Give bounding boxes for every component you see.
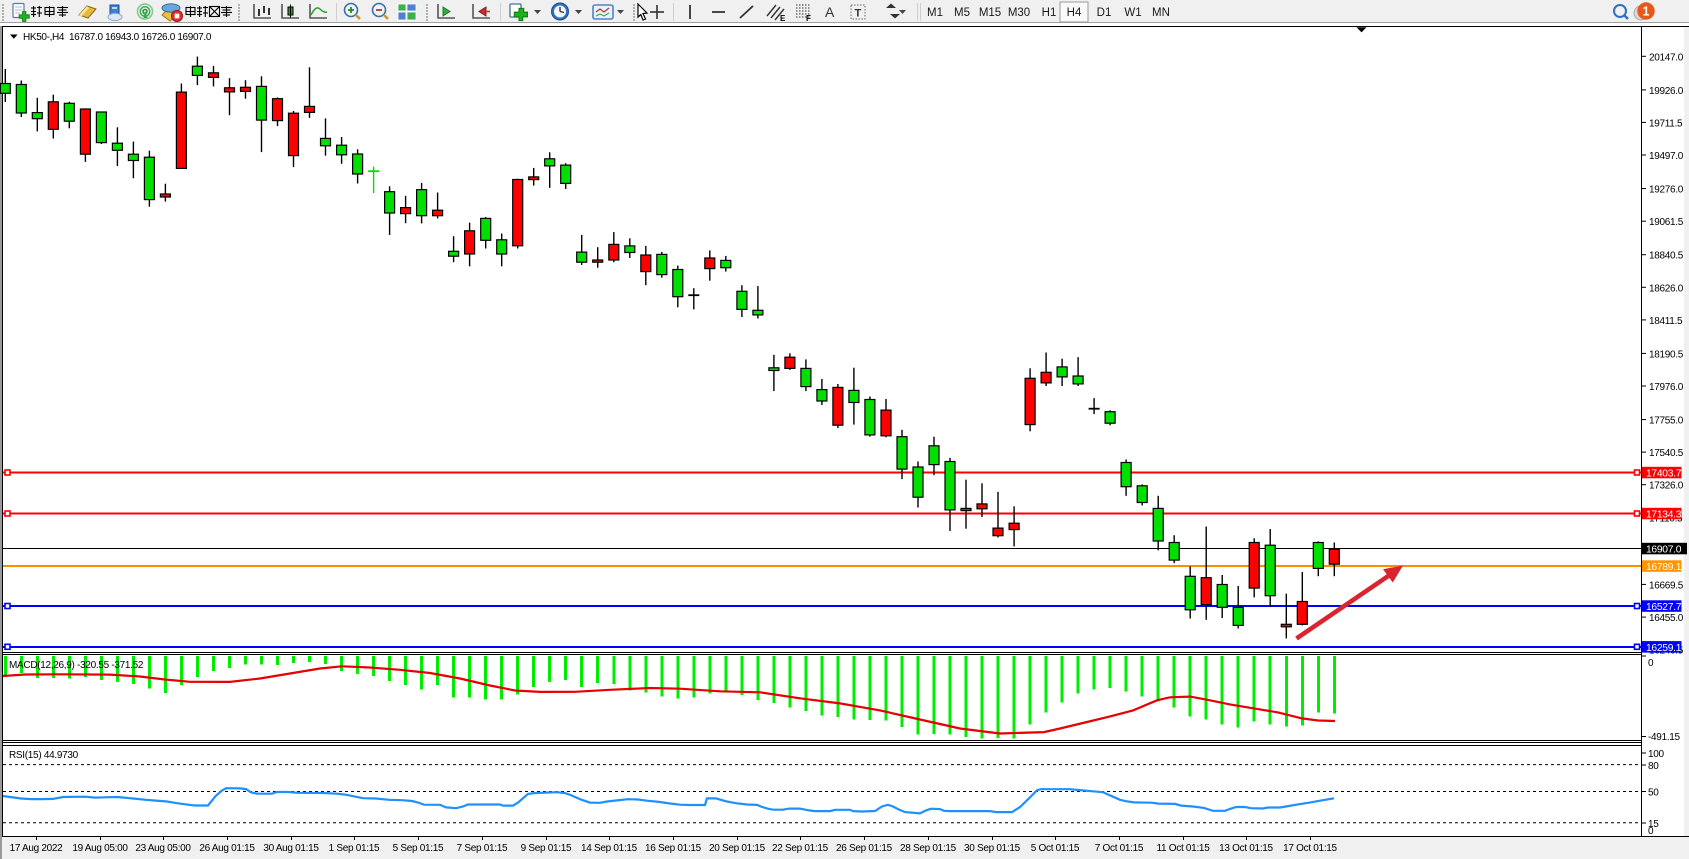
svg-text:80: 80 [1648,761,1659,772]
svg-text:19497.0: 19497.0 [1649,151,1684,162]
svg-text:RSI(15) 44.9730: RSI(15) 44.9730 [9,750,79,761]
svg-text:0: 0 [1648,826,1654,837]
svg-text:17755.0: 17755.0 [1649,416,1684,427]
svg-text:30 Sep 01:15: 30 Sep 01:15 [964,843,1021,854]
svg-text:M15: M15 [979,7,1001,19]
svg-text:17 Aug 2022: 17 Aug 2022 [10,843,64,854]
svg-text:22 Sep 01:15: 22 Sep 01:15 [772,843,829,854]
svg-text:23 Aug 05:00: 23 Aug 05:00 [135,843,191,854]
svg-text:16 Sep 01:15: 16 Sep 01:15 [645,843,702,854]
svg-text:A: A [825,4,835,20]
svg-text:20 Sep 01:15: 20 Sep 01:15 [709,843,766,854]
svg-text:13 Oct 01:15: 13 Oct 01:15 [1219,843,1273,854]
svg-text:HK50-,H4 16787.0 16943.0 1672: HK50-,H4 16787.0 16943.0 16726.0 16907.0 [23,32,212,43]
svg-text:18411.5: 18411.5 [1649,316,1683,327]
svg-text:H4: H4 [1067,7,1082,19]
svg-text:26 Sep 01:15: 26 Sep 01:15 [836,843,893,854]
svg-text:7 Sep 01:15: 7 Sep 01:15 [457,843,508,854]
svg-text:1: 1 [1643,5,1650,19]
svg-text:E: E [780,14,786,23]
svg-text:11 Oct 01:15: 11 Oct 01:15 [1157,843,1211,854]
svg-text:16455.0: 16455.0 [1649,613,1684,624]
svg-text:M30: M30 [1008,7,1030,19]
svg-text:W1: W1 [1124,7,1141,19]
svg-text:15: 15 [1648,819,1659,830]
svg-text:H1: H1 [1042,7,1057,19]
svg-text:18190.5: 18190.5 [1649,349,1684,360]
svg-text:19711.5: 19711.5 [1649,118,1683,129]
svg-text:50: 50 [1648,788,1659,799]
svg-text:26 Aug 01:15: 26 Aug 01:15 [199,843,255,854]
svg-text:18840.5: 18840.5 [1649,251,1684,262]
svg-text:16789.1: 16789.1 [1646,562,1682,573]
svg-text:19276.0: 19276.0 [1649,185,1684,196]
svg-text:19926.0: 19926.0 [1649,86,1684,97]
svg-text:D1: D1 [1097,7,1112,19]
svg-text:30 Aug 01:15: 30 Aug 01:15 [263,843,319,854]
svg-text:100: 100 [1648,749,1665,760]
svg-text:M1: M1 [927,7,943,19]
svg-text:17326.0: 17326.0 [1649,481,1684,492]
svg-text:19061.5: 19061.5 [1649,217,1684,228]
svg-text:18626.0: 18626.0 [1649,283,1684,294]
svg-text:5 Sep 01:15: 5 Sep 01:15 [393,843,444,854]
svg-text:T: T [855,8,862,20]
svg-text:17540.5: 17540.5 [1649,448,1684,459]
svg-text:17134.3: 17134.3 [1646,510,1682,521]
svg-text:28 Sep 01:15: 28 Sep 01:15 [900,843,957,854]
svg-text:9 Sep 01:15: 9 Sep 01:15 [521,843,572,854]
svg-text:17403.7: 17403.7 [1646,469,1682,480]
svg-text:14 Sep 01:15: 14 Sep 01:15 [581,843,638,854]
svg-text:16527.7: 16527.7 [1646,602,1682,613]
svg-text:20147.0: 20147.0 [1649,52,1684,63]
svg-text:M5: M5 [954,7,970,19]
svg-text:F: F [806,14,811,23]
svg-text:16259.1: 16259.1 [1646,643,1682,654]
svg-text:MACD(12,26,9) -320.55 -371.52: MACD(12,26,9) -320.55 -371.52 [9,660,144,671]
svg-text:16907.0: 16907.0 [1646,545,1682,556]
svg-text:17 Oct 01:15: 17 Oct 01:15 [1283,843,1337,854]
svg-text:-491.15: -491.15 [1648,732,1681,743]
svg-text:5 Oct 01:15: 5 Oct 01:15 [1031,843,1080,854]
svg-text:19 Aug 05:00: 19 Aug 05:00 [72,843,128,854]
svg-text:16669.5: 16669.5 [1649,580,1684,591]
svg-text:1 Sep 01:15: 1 Sep 01:15 [329,843,380,854]
svg-text:7 Oct 01:15: 7 Oct 01:15 [1095,843,1144,854]
svg-text:MN: MN [1152,7,1170,19]
svg-text:0: 0 [1648,658,1654,669]
svg-text:17976.0: 17976.0 [1649,382,1684,393]
